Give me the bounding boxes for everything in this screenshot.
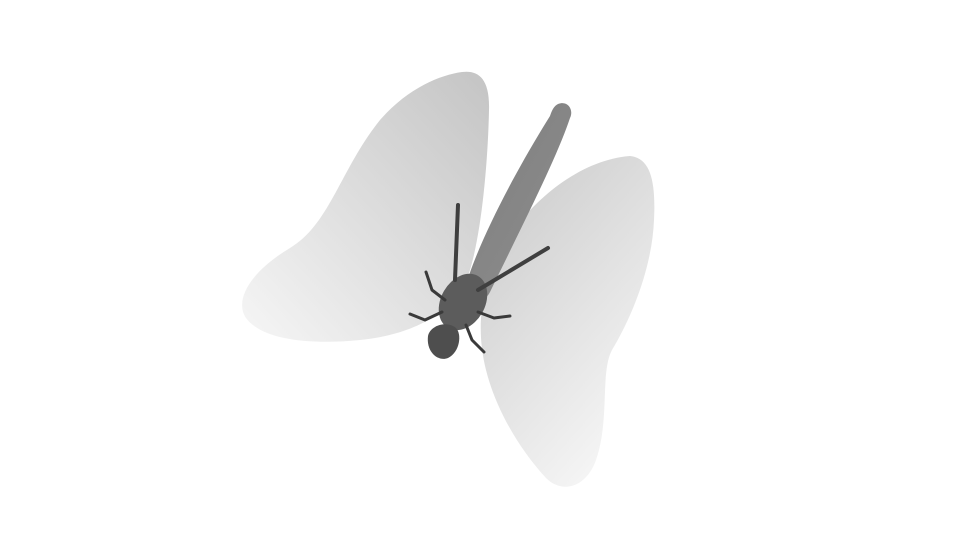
abdomen xyxy=(464,103,572,302)
right-wing xyxy=(480,156,655,487)
leg-front-right xyxy=(476,310,512,320)
antenna-left xyxy=(453,203,460,282)
leg-mid-left xyxy=(408,310,444,322)
leg-hind-right xyxy=(464,323,486,354)
thorax xyxy=(438,273,488,331)
antenna-right xyxy=(476,246,550,292)
leg-front-left xyxy=(424,270,447,302)
head xyxy=(427,324,460,359)
